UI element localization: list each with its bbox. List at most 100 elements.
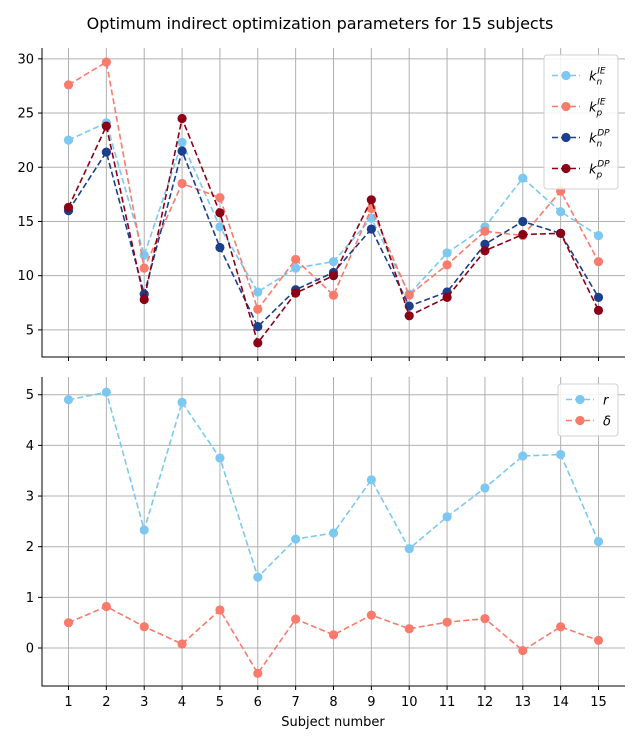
x-tick-label: 14 (552, 695, 569, 710)
data-point (366, 213, 376, 223)
data-point (442, 617, 452, 627)
data-point (442, 260, 452, 270)
x-tick-label: 13 (515, 695, 532, 710)
data-point (480, 226, 490, 236)
data-point (291, 288, 301, 298)
data-point (328, 290, 339, 300)
series-line (68, 605, 599, 675)
data-point (480, 239, 490, 249)
y-tick-label: 0 (26, 642, 34, 657)
y-tick-label: 30 (17, 52, 34, 67)
data-point (518, 173, 528, 183)
data-point (177, 397, 187, 407)
data-point (215, 208, 225, 218)
data-point (139, 622, 149, 632)
legend-marker (561, 70, 571, 81)
data-point (253, 287, 263, 297)
data-point (328, 271, 339, 281)
x-tick-label: 2 (102, 695, 110, 710)
y-tick-label: 3 (26, 490, 34, 505)
x-tick-label: 8 (329, 695, 337, 710)
data-point (101, 387, 111, 397)
data-point (253, 572, 263, 582)
data-point (556, 228, 566, 238)
data-point (101, 57, 111, 67)
data-point (253, 668, 263, 678)
data-point (366, 195, 376, 205)
data-point (593, 292, 604, 302)
data-point (291, 254, 301, 265)
data-point (101, 147, 111, 157)
data-point (442, 292, 452, 302)
x-tick-label: 15 (590, 695, 607, 710)
legend-label: kpIE (589, 98, 606, 119)
data-point (442, 248, 452, 258)
data-point (480, 246, 490, 256)
y-tick-label: 25 (17, 107, 34, 122)
x-tick-label: 9 (367, 695, 375, 710)
data-point (556, 622, 566, 632)
x-tick-label: 3 (140, 695, 148, 710)
data-point (404, 624, 414, 634)
chart-title: Optimum indirect optimization parameters… (87, 14, 554, 33)
x-tick-label: 11 (439, 695, 456, 710)
data-point (177, 137, 187, 147)
data-point (291, 263, 301, 273)
data-point (291, 534, 301, 544)
x-tick-label: 4 (178, 695, 186, 710)
data-point (518, 229, 528, 240)
bottom-panel: 0 1 2 3 4 5 rδ (26, 377, 625, 690)
data-point (366, 610, 376, 620)
data-point (404, 290, 414, 300)
legend-box (543, 54, 619, 190)
data-point (101, 121, 111, 131)
x-axis-label: Subject number (281, 715, 385, 730)
x-tick-label: 5 (216, 695, 224, 710)
legend: rδ (557, 383, 619, 437)
data-point (63, 395, 74, 405)
legend-marker (575, 415, 585, 426)
x-axis-ticks: 1 2 3 4 5 6 7 8 9 10 11 12 13 14 15 (64, 695, 606, 710)
legend-marker (561, 163, 571, 174)
axis-spine (41, 377, 625, 687)
legend-marker (575, 394, 585, 405)
data-point (215, 193, 225, 203)
axis-spine (41, 48, 625, 358)
x-tick-label: 7 (292, 695, 300, 710)
data-point (480, 614, 490, 624)
data-point (177, 639, 187, 649)
data-point (593, 230, 604, 241)
data-point (404, 544, 414, 554)
y-tick-label: 4 (26, 439, 34, 454)
data-point (291, 614, 301, 624)
data-point (215, 222, 225, 232)
data-point (518, 451, 528, 461)
data-point (63, 618, 74, 628)
data-point (518, 216, 528, 227)
data-point (215, 242, 225, 253)
data-point (480, 483, 490, 493)
data-point (593, 256, 604, 267)
data-point (253, 322, 263, 332)
y-tick-label: 5 (26, 388, 34, 403)
y-tick-label: 20 (17, 161, 34, 176)
x-tick-label: 10 (401, 695, 418, 710)
x-tick-label: 1 (64, 695, 72, 710)
data-point (593, 305, 604, 315)
data-point (177, 178, 187, 189)
y-tick-label: 10 (17, 269, 34, 284)
legend-label: r (603, 394, 610, 409)
legend-label: δ (603, 415, 611, 430)
y-tick-label: 15 (17, 215, 34, 230)
x-tick-label: 12 (477, 695, 494, 710)
y-tick-label: 1 (26, 591, 34, 606)
legend-box (557, 383, 619, 437)
data-point (328, 256, 339, 267)
data-point (63, 135, 74, 145)
legend-marker (561, 101, 571, 112)
data-point (139, 263, 149, 273)
data-point (215, 453, 225, 463)
